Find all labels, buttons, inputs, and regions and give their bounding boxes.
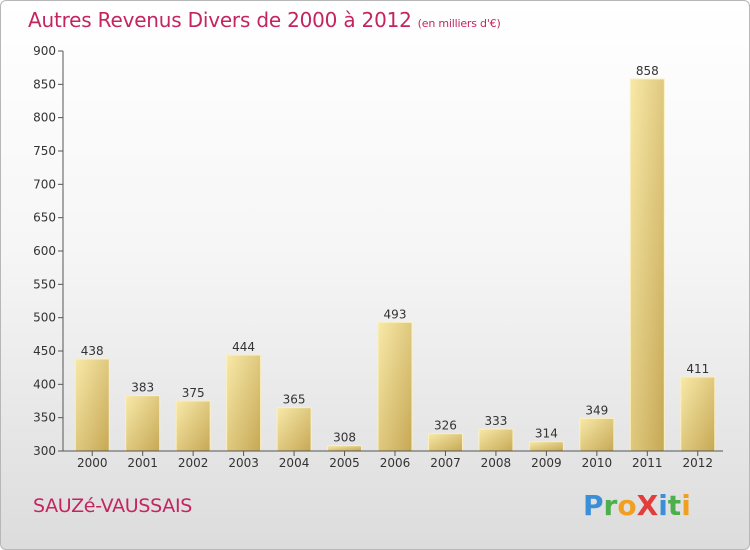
bar-2003 [226, 354, 262, 452]
y-tick-label: 500 [33, 311, 56, 325]
data-label-2006: 493 [384, 307, 407, 321]
data-label-2001: 383 [131, 381, 154, 395]
y-tick-label: 550 [33, 277, 56, 291]
y-tick-label: 850 [33, 77, 56, 91]
x-tick-label-2011: 2011 [632, 456, 663, 470]
y-tick-label: 600 [33, 244, 56, 258]
y-tick-label: 700 [33, 177, 56, 191]
proxiti-logo: ProXiti [583, 489, 691, 522]
bar-2009 [528, 441, 564, 452]
y-tick-label: 800 [33, 111, 56, 125]
x-axis: 2000 2001 2002 2003 2004 2005 2006 2007 2008 2009… [63, 450, 723, 470]
chart-title-unit: (en milliers d'€) [417, 17, 501, 30]
logo-letter: i [681, 489, 691, 522]
data-label-2009: 314 [535, 427, 558, 441]
bar-2006 [377, 321, 413, 452]
data-label-2003: 444 [232, 340, 255, 354]
data-label-2007: 326 [434, 419, 457, 433]
bar-2005 [327, 445, 363, 452]
x-tick-label-2008: 2008 [481, 456, 512, 470]
data-label-2008: 333 [484, 414, 507, 428]
bar-2011 [629, 78, 665, 452]
x-tick-label-2001: 2001 [127, 456, 158, 470]
data-label-2005: 308 [333, 431, 356, 445]
location-label: SAUZé-VAUSSAIS [33, 495, 193, 517]
x-tick-label-2004: 2004 [279, 456, 310, 470]
data-label-2002: 375 [182, 386, 205, 400]
bar-2002 [175, 400, 211, 452]
data-label-2010: 349 [585, 403, 608, 417]
x-tick-label-2002: 2002 [178, 456, 209, 470]
y-tick-label: 750 [33, 144, 56, 158]
bar-2004 [276, 407, 312, 452]
x-tick-label-2003: 2003 [228, 456, 259, 470]
logo-letter: X [636, 489, 659, 522]
logo-letter: r [603, 489, 618, 522]
x-tick-label-2012: 2012 [682, 456, 713, 470]
bar-2000 [74, 358, 110, 452]
y-tick-label: 400 [33, 377, 56, 391]
logo-letter: t [667, 489, 682, 522]
bar-2007 [427, 433, 463, 452]
x-tick-label-2000: 2000 [77, 456, 108, 470]
y-tick-label: 900 [33, 44, 56, 58]
x-tick-label-2005: 2005 [329, 456, 360, 470]
x-tick-label-2007: 2007 [430, 456, 461, 470]
y-tick-label: 650 [33, 211, 56, 225]
bars-group: 438 383 375 444 365 308 493 326 333 314 349 858 411 [74, 64, 716, 452]
y-tick-label: 300 [33, 444, 56, 458]
y-axis: 300 350 400 450 500 550 600 650 700 750 800 850 900 [33, 44, 64, 458]
bar-2012 [680, 376, 716, 452]
data-label-2011: 858 [636, 64, 659, 78]
logo-letter: o [617, 489, 637, 522]
data-label-2000: 438 [81, 344, 104, 358]
x-tick-label-2010: 2010 [582, 456, 613, 470]
data-label-2012: 411 [686, 362, 709, 376]
y-tick-label: 450 [33, 344, 56, 358]
chart-title-main: Autres Revenus Divers de 2000 à 2012 [28, 8, 412, 32]
bar-2001 [125, 395, 161, 452]
x-tick-label-2006: 2006 [380, 456, 411, 470]
x-tick-label-2009: 2009 [531, 456, 562, 470]
data-label-2004: 365 [283, 393, 306, 407]
chart-title: Autres Revenus Divers de 2000 à 2012 (en … [28, 8, 501, 32]
logo-letter: i [658, 489, 668, 522]
y-tick-label: 350 [33, 411, 56, 425]
logo-letter: P [583, 489, 604, 522]
bar-2010 [579, 417, 615, 452]
bar-2008 [478, 428, 514, 452]
